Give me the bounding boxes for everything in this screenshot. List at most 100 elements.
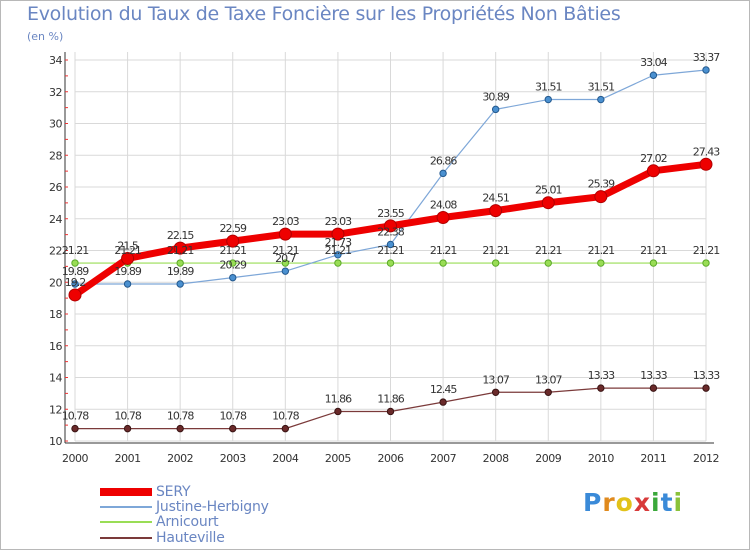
legend-label-justine-herbigny: Justine-Herbigny: [156, 499, 269, 515]
data-point: [334, 259, 342, 267]
data-point: [229, 259, 237, 267]
data-point: [71, 280, 79, 288]
data-label: 27.02: [640, 152, 667, 165]
data-point: [439, 259, 447, 267]
data-point: [121, 251, 135, 265]
y-tick-label: 34: [49, 54, 62, 67]
data-label: 22.38: [377, 225, 404, 238]
data-label: 21.21: [535, 244, 562, 257]
data-point: [386, 240, 395, 249]
data-point: [491, 105, 500, 114]
data-label: 23.03: [272, 215, 299, 228]
data-point: [649, 71, 658, 79]
data-label: 23.55: [377, 207, 404, 220]
x-tick-label: 2005: [325, 452, 351, 465]
data-label: 22.15: [167, 229, 194, 242]
data-label: 13.33: [588, 369, 615, 382]
data-label: 10.78: [114, 410, 141, 423]
x-tick-label: 2003: [220, 452, 246, 465]
logo-letter: r: [602, 488, 616, 517]
data-label: 21.21: [220, 244, 247, 257]
data-label: 21.21: [430, 244, 457, 257]
data-point: [544, 259, 552, 267]
data-label: 12.45: [430, 383, 457, 396]
x-tick-label: 2006: [378, 452, 404, 465]
data-label: 33.37: [693, 51, 720, 64]
data-point: [702, 66, 710, 74]
x-tick-label: 2002: [167, 452, 193, 465]
data-point: [173, 241, 187, 255]
data-label: 13.33: [693, 369, 720, 382]
data-label: 30.89: [482, 90, 509, 103]
legend-swatch-sery: [100, 488, 152, 496]
data-point: [649, 384, 658, 392]
data-point: [123, 280, 132, 288]
data-label: 22.59: [220, 222, 247, 235]
data-label: 20.7: [275, 252, 296, 265]
data-label: 20.29: [220, 259, 247, 272]
x-tick-label: 2007: [430, 452, 456, 465]
y-tick-label: 10: [49, 435, 62, 448]
data-label: 24.51: [482, 192, 509, 205]
data-label: 21.21: [325, 244, 352, 257]
data-label: 11.86: [377, 392, 404, 405]
y-tick-label: 12: [49, 403, 62, 416]
unit-label: (en %): [27, 30, 64, 43]
data-point: [71, 424, 79, 433]
data-point: [702, 384, 710, 392]
data-point: [544, 95, 552, 104]
data-point: [384, 219, 397, 233]
y-tick-label: 18: [49, 308, 62, 321]
data-point: [229, 424, 237, 433]
data-label: 21.21: [272, 244, 299, 257]
data-point: [544, 388, 552, 396]
data-point: [123, 424, 132, 433]
data-label: 21.21: [167, 244, 194, 257]
data-point: [439, 169, 447, 178]
data-label: 26.86: [430, 154, 457, 167]
legend-item-arnicourt: Arnicourt: [100, 514, 219, 530]
data-point: [702, 259, 710, 267]
y-tick-label: 26: [49, 181, 62, 194]
data-label: 21.5: [117, 239, 138, 252]
y-tick-label: 28: [49, 149, 62, 162]
legend-swatch-arnicourt: [100, 521, 152, 523]
data-point: [331, 227, 345, 241]
data-label: 13.07: [535, 373, 562, 386]
y-tick-label: 30: [49, 118, 62, 131]
data-point: [281, 424, 290, 433]
data-label: 21.21: [114, 244, 141, 257]
data-label: 11.86: [325, 392, 352, 405]
y-tick-label: 24: [49, 213, 62, 226]
data-label: 21.73: [325, 236, 352, 249]
data-point: [597, 384, 605, 392]
data-label: 21.21: [377, 244, 404, 257]
data-point: [386, 259, 395, 267]
data-label: 27.43: [693, 145, 720, 158]
data-label: 21.21: [693, 244, 720, 257]
logo-letter: i: [673, 488, 684, 517]
data-point: [68, 288, 82, 302]
data-label: 31.51: [588, 81, 615, 94]
data-label: 13.07: [482, 373, 509, 386]
legend-swatch-justine-herbigny: [100, 506, 152, 508]
x-tick-label: 2000: [62, 452, 88, 465]
data-label: 25.01: [535, 184, 562, 197]
data-label: 19.89: [167, 265, 194, 278]
logo-letter: o: [615, 488, 634, 517]
data-point: [334, 251, 342, 259]
x-tick-label: 2011: [640, 452, 666, 465]
data-label: 10.78: [167, 410, 194, 423]
data-point: [597, 95, 605, 104]
data-point: [278, 227, 292, 241]
data-label: 19.89: [62, 265, 89, 278]
data-point: [334, 407, 342, 416]
data-label: 19.89: [114, 265, 141, 278]
data-label: 19.2: [65, 276, 86, 289]
data-point: [594, 190, 608, 204]
data-point: [281, 259, 290, 267]
data-point: [176, 280, 184, 288]
data-label: 21.21: [482, 244, 509, 257]
y-tick-label: 14: [49, 372, 62, 385]
